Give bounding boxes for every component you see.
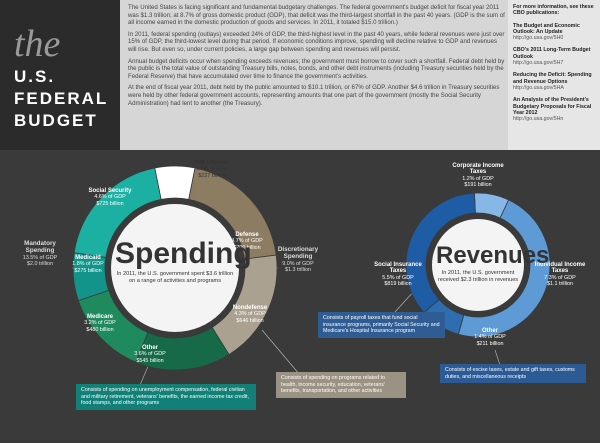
segment-label: Other 3.6% of GDP $545 billion	[118, 345, 182, 364]
intro: The United States is facing significant …	[128, 4, 506, 111]
segment-share: 1.8% of GDP	[72, 261, 104, 268]
paragraph: Annual budget deficits occur when spendi…	[128, 57, 505, 80]
paragraph: The United States is facing significant …	[128, 4, 505, 27]
segment-label: Defense 4.7% of GDP $700 billion	[215, 232, 279, 251]
segment-label: Medicaid 1.8% of GDP $275 billion	[56, 255, 120, 274]
center-text: Revenues In 2011, the U.S. government rec…	[436, 241, 550, 284]
donut-segment	[405, 192, 476, 314]
segment-share: 1.4% of GDP	[474, 334, 506, 341]
segment-name: Other	[141, 345, 158, 351]
segment-name: Net Interest	[195, 160, 229, 166]
segment-label: Other 1.4% of GDP $211 billion	[458, 328, 522, 347]
segment-amount: $191 billion	[464, 181, 492, 188]
brand-the: the	[14, 23, 61, 65]
segment-amount: $725 billion	[96, 200, 124, 207]
publication: An Analysis of the President's Budgetary…	[513, 97, 595, 122]
segment-share: 4.7% of GDP	[231, 238, 263, 245]
segment-name: Corporate Income Taxes	[452, 163, 504, 176]
segment-amount: $545 billion	[136, 357, 164, 364]
brand-line: U.S.	[14, 67, 56, 86]
segment-name: Nondefense	[232, 305, 268, 311]
segment-amount: $700 billion	[233, 244, 261, 251]
publication-url: http://go.usa.gov/5Hn	[513, 116, 564, 123]
segment-share: 1.2% of GDP	[462, 175, 494, 182]
center-subtitle: In 2011, the U.S. government received $2…	[437, 269, 519, 283]
publication-url: http://go.usa.gov/5HA	[513, 84, 564, 91]
publication-title: Reducing the Deficit: Spending and Reven…	[513, 72, 592, 85]
publication-title: The Budget and Economic Outlook: An Upda…	[513, 22, 580, 35]
segment-share: 7.3% of GDP	[544, 274, 576, 281]
pubs-heading: For more information, see these CBO publ…	[513, 4, 594, 17]
group-name: Discretionary Spending	[277, 246, 319, 261]
segment-share: 1.5% of GDP	[196, 166, 228, 173]
group-share: 9.0% of GDP	[282, 260, 314, 267]
publication-url: http://go.usa.gov/5H0	[513, 35, 564, 42]
center-subtitle: In 2011, the U.S. government spent $3.6 …	[116, 270, 234, 284]
donut-segment	[73, 167, 162, 258]
segment-label: Nondefense 4.3% of GDP $646 billion	[218, 305, 282, 324]
brand-lines: U.S. FEDERAL BUDGET	[14, 66, 108, 132]
publication-title: An Analysis of the President's Budgetary…	[513, 97, 592, 116]
segment-share: 3.2% of GDP	[84, 320, 116, 327]
segment-name: Other	[481, 328, 498, 334]
segment-amount: $1.1 trillion	[546, 280, 574, 287]
segment-label: Net Interest 1.5% of GDP $227 billion	[180, 160, 244, 179]
brand-line: BUDGET	[14, 111, 98, 130]
segment-amount: $646 billion	[236, 317, 264, 324]
center-text: Spending In 2011, the U.S. government spe…	[115, 236, 252, 285]
brand-line: FEDERAL	[14, 89, 109, 108]
segment-name: Social Security	[88, 188, 132, 194]
group-name: Mandatory Spending	[24, 240, 56, 255]
segment-label: Individual Income Taxes 7.3% of GDP $1.1 t…	[528, 262, 592, 287]
segment-label: Social Security 4.6% of GDP $725 billion	[78, 188, 142, 207]
segment-amount: $211 billion	[476, 340, 504, 347]
publication-url: http://go.usa.gov/5H7	[513, 60, 564, 67]
segment-share: 3.6% of GDP	[134, 351, 166, 358]
center-title: Spending	[115, 236, 252, 270]
segment-share: 4.6% of GDP	[94, 194, 126, 201]
donut-segment	[457, 199, 551, 338]
donut-center	[111, 204, 239, 332]
segment-amount: $227 billion	[198, 172, 226, 179]
publication: CBO's 2011 Long-Term Budget Outlook http:…	[513, 47, 595, 66]
segment-share: 4.3% of GDP	[234, 311, 266, 318]
paragraph: In 2011, federal spending (outlays) exce…	[128, 30, 505, 53]
callout: Consists of payroll taxes that fund soci…	[318, 312, 445, 338]
donut-center	[432, 219, 524, 311]
group-label: Mandatory Spending 13.5% of GDP $2.0 trill…	[4, 240, 76, 268]
publication: Reducing the Deficit: Spending and Reven…	[513, 72, 595, 91]
segment-name: Social Insurance Taxes	[374, 262, 422, 275]
brand-panel: the U.S. FEDERAL BUDGET	[0, 0, 120, 150]
segment-amount: $480 billion	[86, 326, 114, 333]
segment-amount: $275 billion	[74, 267, 102, 274]
segment-name: Medicare	[86, 314, 113, 320]
segment-name: Individual Income Taxes	[534, 262, 586, 275]
segment-name: Medicaid	[75, 255, 101, 261]
publication-title: CBO's 2011 Long-Term Budget Outlook	[513, 47, 591, 60]
callout: Consists of excise taxes, estate and gif…	[440, 364, 586, 384]
segment-name: Defense	[235, 232, 259, 238]
publication: The Budget and Economic Outlook: An Upda…	[513, 23, 595, 42]
segment-label: Social Insurance Taxes 5.5% of GDP $819 bi…	[366, 262, 430, 287]
publications: For more information, see these CBO publ…	[508, 0, 600, 150]
callout: Consists of spending on programs related…	[276, 372, 406, 398]
segment-share: 5.5% of GDP	[382, 274, 414, 281]
group-label: Discretionary Spending 9.0% of GDP $1.3 tr…	[262, 246, 334, 274]
center-title: Revenues	[436, 241, 550, 269]
callout: Consists of spending on unemployment com…	[76, 384, 256, 410]
group-amount: $2.0 trillion	[26, 261, 54, 268]
segment-label: Medicare 3.2% of GDP $480 billion	[68, 314, 132, 333]
group-amount: $1.3 trillion	[284, 267, 312, 274]
segment-label: Corporate Income Taxes 1.2% of GDP $191 bi…	[446, 163, 510, 188]
segment-amount: $819 billion	[384, 280, 412, 287]
group-share: 13.5% of GDP	[22, 254, 58, 261]
paragraph: At the end of fiscal year 2011, debt hel…	[128, 84, 500, 107]
